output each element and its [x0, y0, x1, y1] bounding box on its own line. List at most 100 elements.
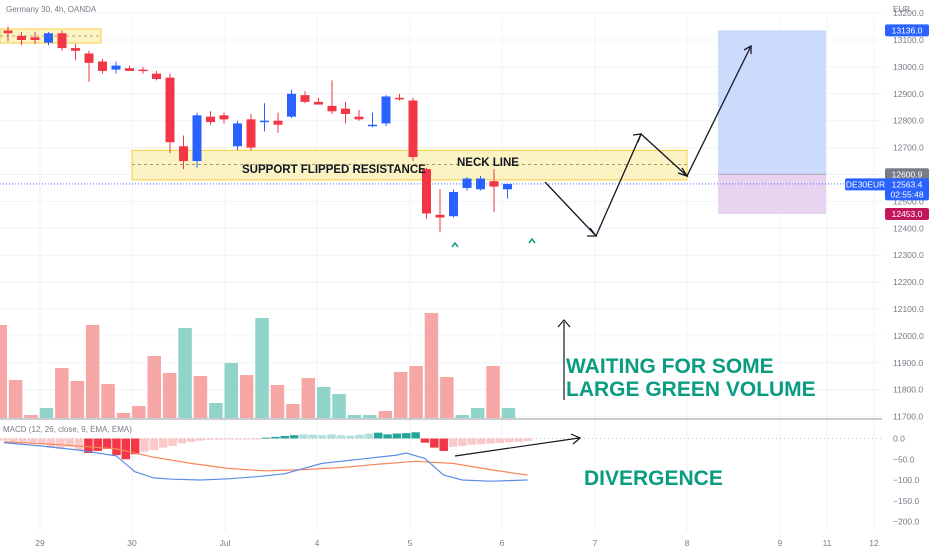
- macd-hist-neg: [149, 438, 159, 451]
- macd-hist-neg: [523, 438, 533, 441]
- price-tick: 13200.0: [893, 8, 924, 18]
- target-badge-text: 13136.0: [892, 25, 923, 35]
- timer-text: 02:55:48: [890, 189, 923, 199]
- price-tick: 12500.0: [893, 196, 924, 206]
- volume-bar-down: [85, 325, 100, 418]
- macd-hist-neg: [252, 438, 261, 440]
- macd-hist-neg: [243, 438, 252, 440]
- stop-badge-text: 12453.0: [892, 209, 923, 219]
- volume-bar-up: [501, 408, 516, 418]
- candle-down: [395, 97, 404, 100]
- macd-hist-neg: [486, 438, 495, 444]
- volume-bar-up: [178, 328, 192, 418]
- macd-tick: −200.0: [893, 517, 920, 527]
- macd-tick: −100.0: [893, 475, 920, 485]
- candle-up: [192, 115, 202, 162]
- macd-hist-neg: [37, 438, 46, 445]
- macd-hist-pos: [383, 434, 392, 439]
- support-flipped-resistance-label[interactable]: SUPPORT FLIPPED RESISTANCE: [242, 164, 426, 176]
- date-tick: 12: [869, 538, 879, 548]
- macd-hist-pos: [327, 434, 336, 439]
- candle-down: [57, 33, 67, 49]
- macd-axis[interactable]: 0.0 −50.0 −100.0 −150.0 −200.0: [893, 434, 920, 527]
- candle-up: [233, 123, 242, 147]
- macd-hist-neg: [430, 438, 439, 448]
- candle-down: [273, 120, 283, 125]
- price-tick: 12700.0: [893, 143, 924, 153]
- macd-hist-neg: [93, 438, 102, 451]
- date-tick: 29: [35, 538, 45, 548]
- candle-down: [314, 101, 323, 105]
- candle-up: [287, 93, 296, 117]
- volume-arrowhead: [557, 319, 571, 328]
- volume-bar-down: [378, 411, 392, 418]
- candle-up: [449, 191, 458, 217]
- volume-bar-up: [470, 408, 485, 418]
- projection-arrowhead-3: [677, 167, 689, 178]
- divergence-label[interactable]: DIVERGENCE: [584, 467, 723, 490]
- last-price-text: 12563.4: [892, 179, 923, 189]
- date-tick: 5: [408, 538, 413, 548]
- macd-hist-neg: [28, 438, 37, 444]
- candle-down: [206, 116, 215, 123]
- macd-hist-pos: [345, 435, 355, 439]
- date-tick: 9: [778, 538, 783, 548]
- volume-bar-up: [316, 387, 331, 418]
- last-price-badge-bg: [885, 178, 929, 201]
- up-marker-icon: [451, 241, 459, 248]
- macd-indicator-label[interactable]: MACD (12, 26, close, 9, EMA, EMA): [3, 425, 132, 434]
- candle-up: [476, 178, 485, 190]
- price-tick: 12900.0: [893, 89, 924, 99]
- neck-line-label[interactable]: NECK LINE: [457, 157, 519, 169]
- volume-bar-down: [70, 381, 84, 418]
- macd-line: [3, 442, 528, 482]
- macd-hist-neg: [196, 438, 205, 441]
- price-axis[interactable]: 13200.0 13100.0 13000.0 12900.0 12800.0 12700…: [893, 8, 924, 422]
- volume-bar-down: [270, 385, 285, 418]
- macd-hist-neg: [187, 438, 196, 442]
- volume-bar-down: [162, 373, 177, 418]
- candle-down: [30, 37, 40, 40]
- candle-down: [71, 48, 80, 51]
- candle-down: [422, 169, 431, 214]
- volume-bar-down: [409, 366, 423, 418]
- macd-hist-pos: [271, 436, 280, 439]
- macd-hist-pos: [374, 432, 383, 439]
- up-marker-icon: [528, 237, 536, 244]
- waiting-label-line1[interactable]: WAITING FOR SOME: [566, 355, 774, 378]
- candle-down: [84, 53, 94, 63]
- macd-hist-neg: [467, 438, 476, 445]
- price-tick: 12300.0: [893, 250, 924, 260]
- macd-tick: 0.0: [893, 434, 905, 444]
- price-tick: 12800.0: [893, 116, 924, 126]
- candle-up: [381, 96, 391, 124]
- candle-down: [17, 35, 26, 40]
- candle-up: [462, 178, 472, 188]
- price-tick: 11900.0: [893, 358, 923, 368]
- volume-bar-up: [455, 415, 469, 418]
- macd-hist-neg: [158, 438, 168, 448]
- waiting-label-line2[interactable]: LARGE GREEN VOLUME: [566, 378, 816, 401]
- macd-hist-neg: [514, 438, 523, 442]
- candle-down: [98, 61, 107, 71]
- candle-down: [408, 100, 418, 158]
- volume-bar-up: [209, 403, 223, 418]
- macd-hist-neg: [205, 438, 215, 440]
- candle-down: [354, 116, 364, 120]
- macd-hist-neg: [439, 438, 448, 451]
- projection-arrowhead-2: [632, 133, 642, 143]
- macd-hist-neg: [177, 438, 187, 444]
- divergence-arrowhead: [570, 433, 582, 445]
- macd-hist-neg: [18, 438, 28, 443]
- date-axis[interactable]: 29 30 Jul 4 5 6 7 8 9 11 12: [35, 538, 879, 548]
- macd-hist-neg: [9, 438, 18, 442]
- price-tick: 12400.0: [893, 223, 924, 233]
- symbol-badge-bg: [845, 178, 886, 191]
- macd-hist-neg: [56, 438, 65, 449]
- macd-hist-neg: [140, 438, 149, 452]
- macd-hist-pos: [411, 432, 420, 439]
- stop-zone: [718, 174, 826, 215]
- candle-down: [489, 181, 499, 187]
- macd-hist-neg: [495, 438, 505, 444]
